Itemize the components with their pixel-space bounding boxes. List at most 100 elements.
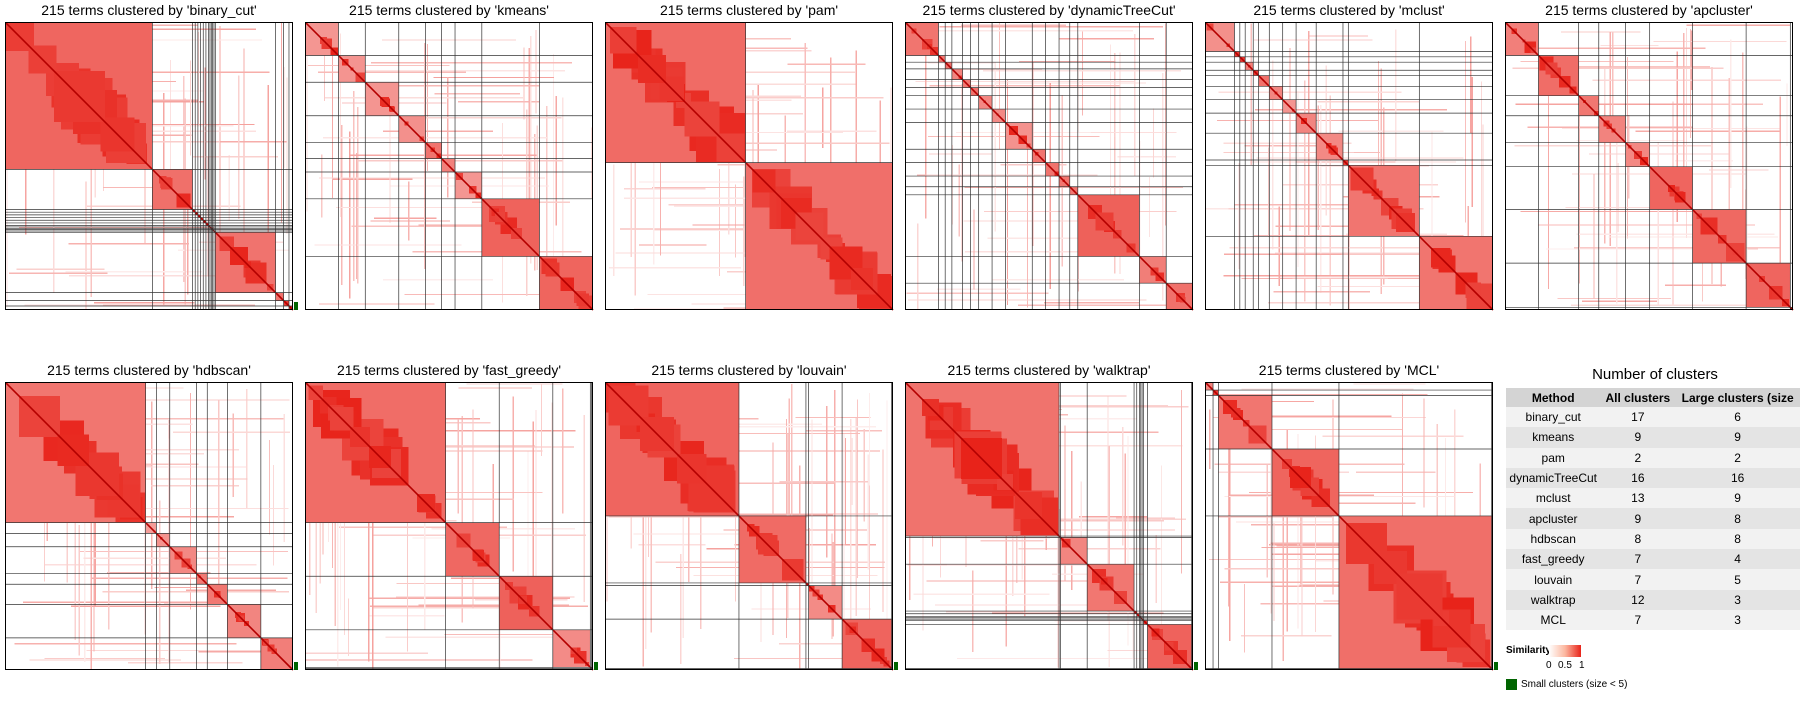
similarity-streak <box>83 557 227 559</box>
small-cluster-marker <box>294 662 298 670</box>
similarity-streak <box>1017 304 1187 306</box>
similarity-streak <box>683 513 879 515</box>
similarity-streak <box>734 458 737 602</box>
similarity-streak <box>867 454 869 570</box>
similarity-streak <box>638 181 799 183</box>
similarity-streak <box>1309 35 1368 37</box>
similarity-streak <box>322 137 548 139</box>
similarity-streak <box>1274 252 1442 254</box>
similarity-streak <box>963 68 1042 71</box>
similarity-streak <box>1005 467 1007 647</box>
similarity-streak <box>1223 142 1352 144</box>
similarity-streak <box>1520 60 1674 63</box>
similarity-streak <box>90 446 92 670</box>
similarity-streak <box>431 528 575 530</box>
similarity-streak <box>1019 60 1116 63</box>
heatmap-panel-mclust: 215 terms clustered by 'mclust' <box>1205 2 1501 312</box>
similarity-streak <box>926 580 1128 582</box>
similarity-streak <box>321 154 323 218</box>
similarity-streak <box>960 24 1066 26</box>
similarity-streak <box>939 26 1164 28</box>
similarity-streak <box>1059 38 1154 40</box>
similarity-streak <box>84 521 86 662</box>
similarity-streak <box>45 564 257 566</box>
similarity-streak <box>653 229 770 231</box>
similarity-streak <box>286 77 288 235</box>
similarity-streak <box>890 87 892 235</box>
similarity-streak <box>922 530 924 631</box>
similarity-streak <box>1270 542 1405 544</box>
similarity-streak <box>850 418 852 621</box>
similarity-streak <box>868 392 871 486</box>
similarity-streak <box>1588 153 1731 155</box>
similarity-streak <box>357 107 359 284</box>
similarity-streak <box>1253 253 1476 255</box>
heatmap-panel-hdbscan: 215 terms clustered by 'hdbscan' <box>5 362 301 672</box>
similarity-streak <box>994 518 1187 520</box>
similarity-streak <box>461 416 463 623</box>
similarity-streak <box>1221 428 1404 431</box>
similarity-streak <box>1471 77 1473 207</box>
similarity-streak <box>675 142 890 144</box>
table-header-method: Method <box>1506 388 1601 407</box>
heatmap-title: 215 terms clustered by 'fast_greedy' <box>336 362 561 378</box>
similarity-streak <box>633 533 761 535</box>
heatmap-panel-walktrap: 215 terms clustered by 'walktrap' <box>905 362 1201 672</box>
similarity-streak <box>917 223 919 310</box>
heatmap-panel-pam: 215 terms clustered by 'pam' <box>605 2 901 312</box>
similarity-streak <box>946 611 1024 613</box>
similarity-streak <box>1220 581 1413 583</box>
similarity-streak <box>8 272 108 274</box>
similarity-streak <box>1132 579 1134 660</box>
similarity-streak <box>934 604 1120 606</box>
table-row: pam 2 2 <box>1506 447 1800 468</box>
similarity-streak <box>757 83 759 188</box>
similarity-streak <box>928 62 997 64</box>
similarity-streak <box>1139 141 1141 287</box>
similarity-streak <box>863 429 865 522</box>
similarity-streak <box>382 130 493 132</box>
similarity-streak <box>844 437 847 545</box>
similarity-streak <box>345 430 576 432</box>
similarity-streak <box>959 406 1189 408</box>
similarity-streak <box>926 174 1098 176</box>
similarity-streak <box>372 452 374 670</box>
similarity-streak <box>1711 67 1713 284</box>
similarity-streak <box>151 401 153 589</box>
similarity-streak <box>973 209 975 290</box>
similarity-streak <box>1593 173 1595 299</box>
similarity-streak <box>1317 101 1419 103</box>
similarity-streak <box>353 90 355 282</box>
heatmap-frame <box>305 382 593 670</box>
similarity-streak <box>1560 31 1641 33</box>
similarity-streak <box>1292 277 1389 280</box>
similarity-streak <box>1289 48 1291 232</box>
similarity-streak <box>355 153 358 280</box>
similarity-streak <box>562 388 564 514</box>
similarity-streak <box>615 252 761 254</box>
similarity-streak <box>946 564 1118 566</box>
similarity-streak <box>1547 84 1550 289</box>
self-similarity-diagonal <box>605 22 894 311</box>
small-cluster-marker <box>594 662 598 670</box>
similarity-streak <box>1686 24 1791 26</box>
legend-tick-high: 1 <box>1579 660 1585 671</box>
similarity-streak <box>1057 445 1183 447</box>
similarity-streak <box>138 516 234 518</box>
similarity-streak <box>1691 30 1693 90</box>
similarity-streak <box>535 29 537 114</box>
similarity-streak <box>457 101 540 103</box>
self-similarity-diagonal <box>905 22 1194 311</box>
similarity-streak <box>535 409 537 592</box>
similarity-streak <box>68 275 273 277</box>
similarity-streak <box>159 500 161 665</box>
similarity-streak <box>368 597 570 599</box>
similarity-streak <box>662 423 822 425</box>
table-row: mclust 13 9 <box>1506 488 1800 509</box>
similarity-streak <box>744 145 746 257</box>
similarity-streak <box>1320 105 1322 293</box>
similarity-streak <box>93 471 95 652</box>
similarity-streak <box>638 544 706 546</box>
similarity-streak <box>1267 302 1440 304</box>
table-row: hdbscan 8 8 <box>1506 528 1800 550</box>
